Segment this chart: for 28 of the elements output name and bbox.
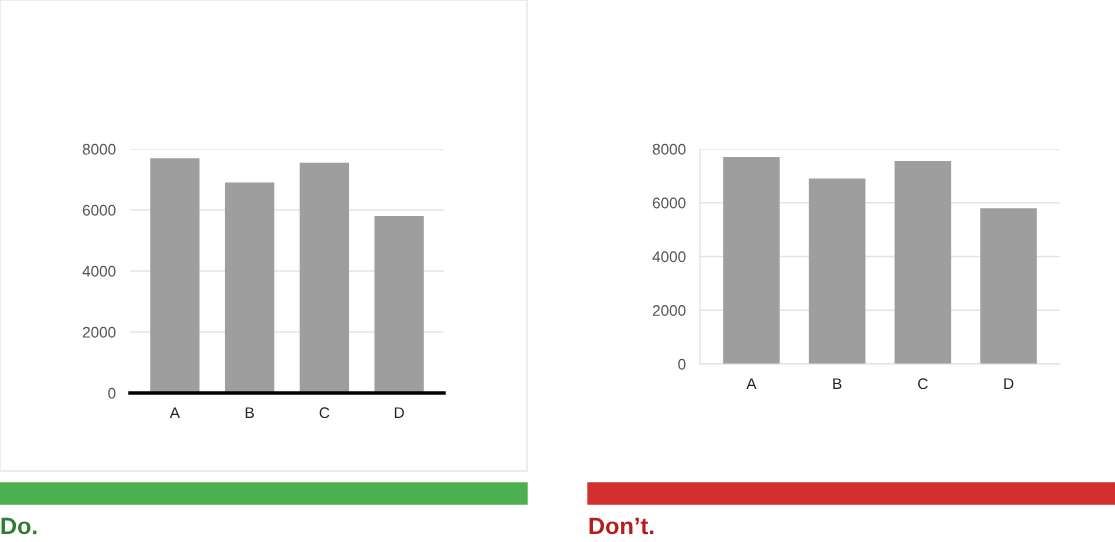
text: Don’t. bbox=[589, 517, 654, 535]
x-tick-label: D bbox=[1004, 378, 1014, 389]
bar bbox=[980, 208, 1037, 364]
x-tick-label: A bbox=[746, 378, 757, 389]
x-tick-label: C bbox=[319, 407, 330, 419]
bar bbox=[723, 157, 780, 364]
x-tick-label: A bbox=[169, 407, 180, 418]
y-tick-label: 6000 bbox=[652, 197, 686, 209]
y-tick-label: 0 bbox=[678, 358, 686, 370]
y-tick-label: 8000 bbox=[652, 143, 686, 155]
y-tick-label: 8000 bbox=[82, 143, 116, 155]
y-tick-label: 4000 bbox=[82, 265, 116, 277]
x-tick-label: B bbox=[245, 407, 254, 418]
bar bbox=[224, 182, 275, 393]
bar bbox=[808, 178, 866, 364]
x-tick-label: B bbox=[833, 378, 842, 389]
bar bbox=[150, 158, 200, 393]
y-tick-label: 4000 bbox=[652, 251, 686, 263]
y-tick-label: 0 bbox=[108, 387, 116, 399]
bar bbox=[374, 216, 424, 393]
y-tick-label: 2000 bbox=[82, 326, 116, 338]
bar bbox=[894, 161, 952, 364]
x-tick-label: D bbox=[394, 407, 404, 418]
bar bbox=[299, 162, 350, 393]
y-tick-label: 2000 bbox=[652, 305, 686, 316]
y-tick-label: 6000 bbox=[82, 204, 116, 216]
text: Do. bbox=[1, 517, 37, 535]
x-tick-label: C bbox=[918, 378, 928, 390]
